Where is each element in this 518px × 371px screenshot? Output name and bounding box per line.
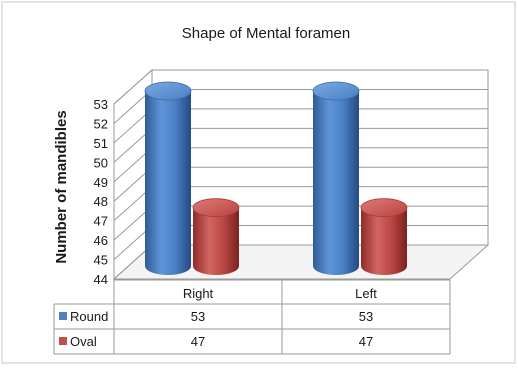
- y-tick-label: 49: [94, 175, 108, 190]
- data-table: Right Left Round Oval 53 53 47 47: [53, 279, 451, 355]
- bar-body-round-right: [145, 91, 191, 275]
- y-tick-label: 48: [94, 194, 108, 209]
- y-tick-label: 45: [94, 253, 108, 268]
- bars: [144, 81, 408, 275]
- category-label-left: Left: [355, 286, 377, 301]
- bar-body-round-left: [313, 91, 359, 275]
- legend-label-round: Round: [70, 309, 108, 324]
- bar-oval-left: [360, 198, 408, 275]
- category-label-right: Right: [183, 286, 214, 301]
- bar-top-round-right: [144, 81, 192, 101]
- y-tick-label: 47: [94, 214, 108, 229]
- y-tick-label: 53: [94, 97, 108, 112]
- y-tick-label: 52: [94, 116, 108, 131]
- bar-round-left: [312, 81, 360, 275]
- y-tick-label: 50: [94, 155, 108, 170]
- data-label-oval-right: 47: [191, 334, 205, 349]
- legend-key-oval: [59, 337, 67, 345]
- gridline: [113, 69, 488, 105]
- bar-top-oval-right: [192, 198, 240, 218]
- bar-oval-right: [192, 198, 240, 275]
- y-tick-labels: 44 45 46 47 48 49 50 51 52 53: [94, 97, 108, 287]
- data-label-round-left: 53: [359, 309, 373, 324]
- bar-round-right: [144, 81, 192, 275]
- legend-label-oval: Oval: [70, 334, 97, 349]
- legend-key-round: [59, 312, 67, 320]
- bar-body-oval-right: [193, 207, 239, 275]
- y-axis-label: Number of mandibles: [53, 110, 70, 263]
- data-label-round-right: 53: [191, 309, 205, 324]
- bar-body-oval-left: [361, 207, 407, 275]
- bar-top-round-left: [312, 81, 360, 101]
- y-tick-label: 51: [94, 136, 108, 151]
- y-tick-label: 44: [94, 272, 108, 287]
- data-label-oval-left: 47: [359, 334, 373, 349]
- bar-top-oval-left: [360, 198, 408, 218]
- y-tick-label: 46: [94, 233, 108, 248]
- chart-title: Shape of Mental foramen: [182, 25, 350, 42]
